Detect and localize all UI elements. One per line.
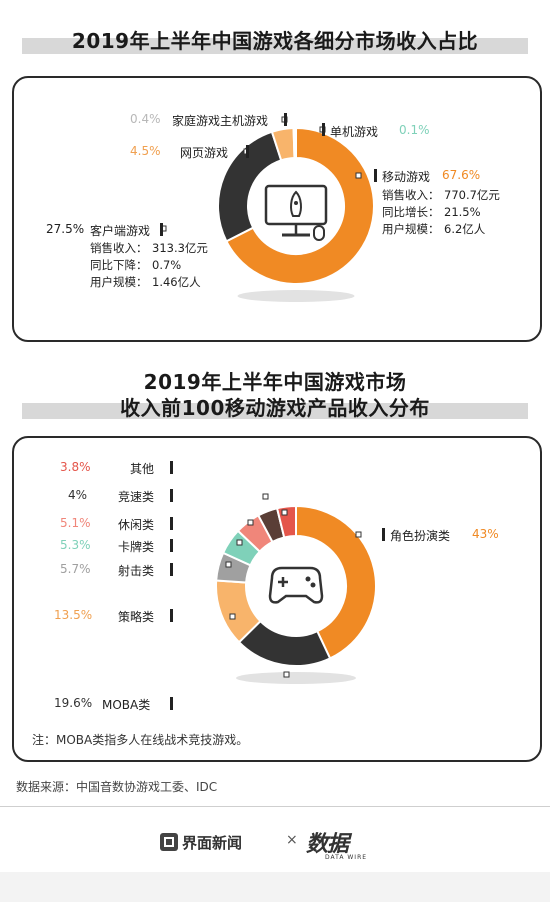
label-racing-pct: 4%: [68, 488, 88, 502]
leader-dot-2-1: [262, 493, 269, 500]
tick-web: [246, 145, 249, 158]
label-client-pct: 27.5%: [46, 222, 85, 236]
donut-shadow: [236, 672, 356, 684]
chart2-note: 注：MOBA类指多人在线战术竞技游戏。: [32, 733, 249, 747]
chart2-panel: 3.8% 其他 4% 竞速类 5.1% 休闲类 5.3% 卡牌类 5.7% 射击…: [12, 436, 542, 762]
label-card: 卡牌类: [118, 540, 155, 554]
footer: 界面新闻 × 数据 DATA WIRE: [0, 826, 550, 866]
tick-single: [322, 123, 325, 136]
label-other: 其他: [130, 462, 155, 476]
label-other-pct: 3.8%: [60, 460, 91, 474]
mobile-details: 销售收入： 770.7亿元 同比增长： 21.5% 用户规模： 6.2亿人: [382, 187, 500, 238]
chart2-title-line2: 收入前100移动游戏产品收入分布: [120, 396, 430, 420]
label-shooter: 射击类: [118, 564, 155, 578]
tick-card: [170, 539, 173, 552]
title-band-1: [22, 38, 528, 54]
data-source: 数据来源：中国音数协游戏工委、IDC: [16, 780, 218, 794]
label-racing: 竞速类: [118, 490, 155, 504]
leader-dot-2-6: [283, 671, 290, 678]
label-moba-pct: 19.6%: [54, 696, 93, 710]
slice-0: [295, 504, 377, 660]
mobile-d3: 用户规模：: [382, 222, 440, 236]
chart1-donut: [160, 116, 375, 302]
tick-rpg: [382, 528, 385, 541]
chart1-title: 2019年上半年中国游戏各细分市场收入占比: [71, 29, 479, 53]
label-rpg-pct: 43%: [472, 527, 499, 541]
leader-dot-2-5: [229, 613, 236, 620]
jiemian-logo-icon: [160, 833, 178, 851]
tick-casual: [170, 517, 173, 530]
label-single-pct: 0.1%: [399, 123, 430, 137]
tick-console: [284, 113, 287, 126]
leader-dot-2-0: [281, 509, 288, 516]
bottom-band: [0, 872, 550, 902]
label-strategy-pct: 13.5%: [54, 608, 93, 622]
label-web-pct: 4.5%: [130, 144, 161, 158]
label-single: 单机游戏: [330, 125, 379, 139]
chart2-title-line1: 2019年上半年中国游戏市场: [143, 370, 407, 394]
label-console: 家庭游戏主机游戏: [172, 114, 269, 128]
tick-moba: [170, 697, 173, 710]
chart1-panel: 0.4% 家庭游戏主机游戏 单机游戏 0.1% 4.5% 网页游戏 移动游戏 6…: [12, 76, 542, 342]
client-d3: 用户规模：: [90, 275, 148, 289]
mobile-v1: 770.7亿元: [444, 188, 500, 202]
label-casual-pct: 5.1%: [60, 516, 91, 530]
brand-datawire-sub: DATA WIRE: [325, 854, 368, 861]
donut-shadow: [237, 290, 355, 302]
tick-mobile: [374, 169, 377, 182]
client-d1: 销售收入：: [90, 241, 148, 255]
slice-0: [225, 126, 375, 285]
label-rpg: 角色扮演类: [390, 529, 451, 543]
mobile-v2: 21.5%: [444, 205, 481, 219]
brand-datawire: 数据: [306, 832, 349, 857]
tick-racing: [170, 489, 173, 502]
label-moba: MOBA类: [102, 698, 151, 712]
tick-shooter: [170, 563, 173, 576]
label-web: 网页游戏: [180, 146, 229, 160]
mobile-d1: 销售收入：: [382, 188, 440, 202]
label-console-pct: 0.4%: [130, 112, 161, 126]
label-casual: 休闲类: [118, 518, 155, 532]
brand-jiemian: 界面新闻: [182, 834, 243, 852]
leader-dot-2-3: [236, 539, 243, 546]
client-d2: 同比下降：: [90, 258, 148, 272]
label-mobile-pct: 67.6%: [442, 168, 481, 182]
mobile-v3: 6.2亿人: [444, 222, 486, 236]
label-client: 客户端游戏: [90, 224, 151, 238]
tick-client: [160, 223, 163, 236]
leader-dot-2-4: [225, 561, 232, 568]
footer-divider: [0, 806, 550, 807]
tick-strategy: [170, 609, 173, 622]
client-v3: 1.46亿人: [152, 275, 201, 289]
brand-separator: ×: [286, 832, 298, 848]
title-band-2: [22, 403, 528, 419]
chart2-donut: [215, 493, 377, 684]
label-strategy: 策略类: [118, 610, 155, 624]
monitor-rocket-icon: [264, 184, 328, 241]
gamepad-icon: [268, 566, 324, 604]
label-mobile: 移动游戏: [382, 170, 431, 184]
client-v1: 313.3亿元: [152, 241, 208, 255]
donut-hole: [250, 160, 342, 252]
client-details: 销售收入： 313.3亿元 同比下降： 0.7% 用户规模： 1.46亿人: [90, 240, 208, 291]
tick-other: [170, 461, 173, 474]
leader-dot-2-7: [355, 531, 362, 538]
donut-hole: [248, 538, 344, 634]
leader-dot-1-3: [355, 172, 362, 179]
leader-dot-2-2: [247, 519, 254, 526]
label-shooter-pct: 5.7%: [60, 562, 91, 576]
mobile-d2: 同比增长：: [382, 205, 440, 219]
label-card-pct: 5.3%: [60, 538, 91, 552]
client-v2: 0.7%: [152, 258, 182, 272]
